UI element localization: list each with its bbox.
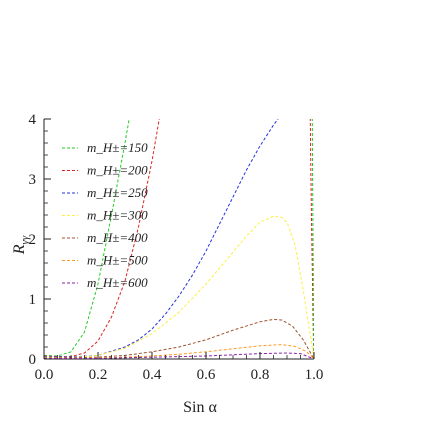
legend: m_H±=150 m_H±=200 m_H±=250 m_H±=300 m_H±=400… [62, 140, 148, 290]
x-tick-label: 0.4 [143, 367, 162, 383]
y-axis-title: Rγγ [11, 235, 31, 255]
x-tick-label: 0.6 [197, 367, 216, 383]
legend-label: m_H±=200 [87, 163, 148, 178]
legend-label: m_H±=300 [87, 208, 148, 223]
y-tick-label: 2 [29, 232, 37, 248]
ticks: 0.0 0.2 0.4 0.6 0.8 1.0 0 1 2 3 4 [29, 112, 324, 383]
y-tick-label: 3 [29, 172, 37, 188]
y-tick-label: 4 [29, 112, 37, 128]
legend-label: m_H±=250 [87, 185, 148, 200]
legend-label: m_H±=600 [87, 275, 148, 290]
series-line [44, 344, 314, 359]
legend-label: m_H±=400 [87, 230, 148, 245]
x-tick-label: 0.0 [35, 367, 54, 383]
y-tick-label: 0 [29, 352, 37, 368]
series-line [311, 119, 314, 359]
x-tick-label: 0.2 [89, 367, 108, 383]
x-tick-label: 1.0 [305, 367, 324, 383]
series-line [44, 119, 279, 358]
legend-label: m_H±=500 [87, 253, 148, 268]
series-line [44, 352, 314, 359]
series-line [44, 215, 314, 359]
series-line [309, 119, 314, 359]
axes [43, 119, 314, 360]
series-line [44, 119, 130, 357]
x-tick-label: 0.8 [251, 367, 270, 383]
x-axis-title: Sin α [183, 399, 217, 416]
series-line [44, 318, 314, 359]
legend-label: m_H±=150 [87, 140, 148, 155]
curves [44, 119, 314, 359]
y-tick-label: 1 [29, 292, 37, 308]
